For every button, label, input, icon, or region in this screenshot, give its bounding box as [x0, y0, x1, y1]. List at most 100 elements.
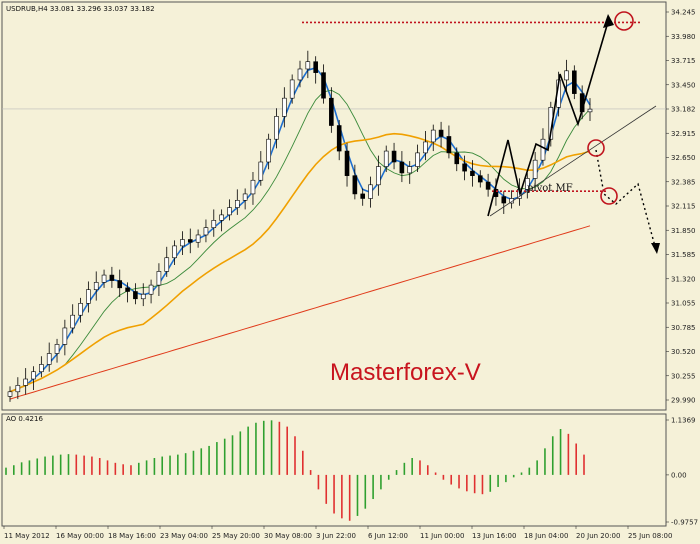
x-tick-label: 25 Jun 08:00 [628, 532, 672, 540]
y-tick-label: 32.115 [671, 203, 696, 211]
candle-body [532, 159, 538, 179]
y-tick-label: 31.055 [671, 300, 696, 308]
candle-body [524, 178, 530, 190]
y-tick-label: 30.520 [671, 348, 696, 356]
x-tick-label: 30 May 08:00 [264, 532, 312, 540]
candle-body [305, 61, 311, 70]
candle-body [485, 181, 491, 190]
candle-body [329, 97, 334, 126]
candle-body [195, 234, 201, 243]
candle-body [383, 150, 389, 167]
candle-body [93, 282, 99, 290]
candle-body [242, 193, 248, 201]
candle-body [564, 70, 569, 81]
candle-body [117, 280, 123, 289]
pivot-circle [600, 187, 618, 205]
candle-body [423, 141, 428, 154]
ao-tick-label: 1.1369 [671, 417, 696, 425]
y-tick-label: 30.785 [671, 324, 696, 332]
target-circle-top [614, 11, 634, 31]
y-tick-label: 30.255 [671, 372, 696, 380]
x-tick-label: 11 May 2012 [4, 532, 50, 540]
candle-body [148, 284, 154, 295]
ma-slow-line [9, 132, 591, 393]
candle-body [540, 138, 546, 161]
candle-body [587, 108, 593, 113]
candle-body [187, 239, 193, 243]
candle-body [368, 184, 373, 199]
x-tick-label: 25 May 20:00 [212, 532, 260, 540]
y-tick-label: 33.980 [671, 33, 696, 41]
zigzag-projection [487, 21, 609, 217]
candle-body [258, 161, 264, 181]
y-tick-label: 32.915 [671, 130, 696, 138]
watermark-text: Masterforex-V [330, 359, 481, 386]
candle-body [250, 179, 256, 195]
candle-body [454, 152, 460, 165]
candle-body [572, 70, 577, 94]
candle-body [23, 378, 28, 386]
candle-body [211, 220, 217, 228]
candle-body [352, 175, 358, 195]
candle-body [46, 353, 52, 365]
candle-body [501, 196, 507, 204]
candle-body [407, 166, 413, 174]
candle-body [54, 344, 60, 354]
candle-body [391, 150, 397, 163]
y-tick-label: 34.245 [671, 9, 696, 17]
candle-body [15, 385, 21, 393]
y-tick-label: 33.450 [671, 81, 696, 89]
projected-drop-path [595, 149, 657, 251]
candle-body [227, 207, 232, 216]
candle-body [140, 293, 146, 300]
candle-body [282, 97, 287, 117]
y-tick-label: 29.990 [671, 397, 696, 405]
x-tick-label: 18 May 16:00 [108, 532, 156, 540]
candle-body [31, 371, 36, 380]
y-tick-label: 31.850 [671, 227, 696, 235]
pivot-label: pivot MF [527, 183, 573, 194]
candle-body [101, 274, 107, 283]
candle-body [219, 214, 224, 221]
candle-body [62, 327, 68, 345]
candle-body [360, 193, 366, 199]
x-tick-label: 6 Jun 12:00 [368, 532, 408, 540]
arrow-down-head [651, 243, 660, 254]
candle-body [180, 239, 185, 247]
ma-mid-line [9, 89, 591, 393]
candle-body [164, 257, 170, 272]
candle-body [399, 161, 405, 174]
candle-body [172, 245, 177, 259]
arrow-up-head [603, 14, 614, 28]
candle-body [336, 125, 342, 152]
x-tick-label: 3 Jun 22:00 [316, 532, 356, 540]
candle-body [109, 274, 115, 281]
ao-tick-label: -0.9757 [671, 519, 698, 527]
candle-body [415, 152, 420, 167]
ma-long-line [9, 225, 591, 400]
x-tick-label: 23 May 04:00 [160, 532, 208, 540]
candle-body [39, 364, 44, 373]
candle-body [86, 289, 91, 304]
y-tick-label: 33.182 [671, 106, 696, 114]
candle-body [289, 79, 295, 99]
y-tick-label: 32.650 [671, 154, 696, 162]
ao-tick-label: 0.00 [671, 471, 687, 479]
y-tick-label: 32.385 [671, 178, 696, 186]
x-tick-label: 20 Jun 20:00 [576, 532, 620, 540]
candle-body [470, 170, 475, 176]
candle-body [156, 271, 162, 286]
candle-body [462, 163, 467, 172]
candle-body [313, 61, 318, 73]
candle-body [70, 314, 76, 329]
y-tick-label: 31.585 [671, 251, 696, 259]
chart-header: USDRUB,H4 33.081 33.296 33.037 33.182 [6, 5, 155, 13]
x-tick-label: 16 May 00:00 [56, 532, 104, 540]
candle-body [203, 227, 209, 236]
x-tick-label: 13 Jun 16:00 [472, 532, 516, 540]
candle-body [446, 136, 452, 154]
x-tick-label: 11 Jun 00:00 [420, 532, 464, 540]
candle-body [477, 175, 483, 183]
